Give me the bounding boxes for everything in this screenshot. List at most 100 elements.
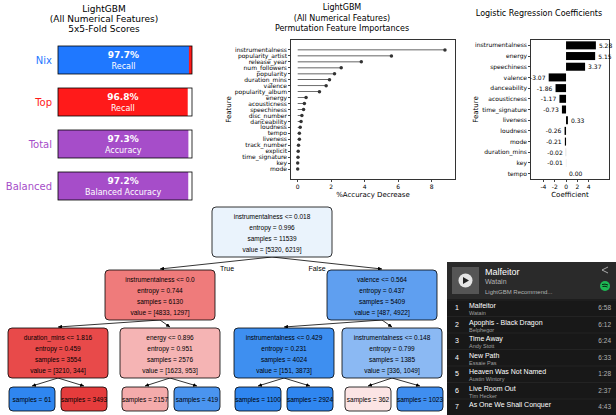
svg-text:0.33: 0.33	[571, 117, 585, 124]
svg-text:explicit: explicit	[265, 147, 287, 155]
svg-text:Live Room Out: Live Room Out	[469, 385, 516, 392]
svg-text:mode: mode	[510, 138, 527, 145]
svg-text:samples = 6130: samples = 6130	[137, 298, 183, 306]
svg-text:energy <= 0.896: energy <= 0.896	[146, 334, 194, 342]
svg-text:LightGBM: LightGBM	[82, 4, 125, 14]
svg-text:5.15: 5.15	[598, 53, 612, 60]
svg-text:4: 4	[363, 183, 367, 190]
svg-text:-0.01: -0.01	[547, 159, 563, 166]
svg-text:8: 8	[430, 183, 434, 190]
svg-text:samples = 3554: samples = 3554	[35, 356, 81, 364]
svg-text:value = [336, 1049]: value = [336, 1049]	[364, 367, 420, 375]
svg-text:0: 0	[296, 183, 300, 190]
svg-text:samples = 2157: samples = 2157	[122, 396, 168, 404]
svg-text:%Accuracy Decrease: %Accuracy Decrease	[336, 191, 410, 199]
svg-text:instrumentalness <= 0.018: instrumentalness <= 0.018	[234, 213, 311, 220]
svg-text:tempo: tempo	[508, 170, 528, 178]
svg-text:Total: Total	[28, 139, 52, 150]
svg-text:-1.17: -1.17	[541, 95, 557, 102]
svg-text:samples = 5409: samples = 5409	[359, 298, 405, 306]
svg-text:5: 5	[455, 370, 459, 377]
svg-text:2: 2	[575, 183, 579, 190]
svg-text:6:33: 6:33	[598, 354, 611, 361]
svg-text:Essaie Pas: Essaie Pas	[469, 360, 497, 366]
svg-text:danceability: danceability	[250, 118, 287, 126]
svg-text:instrumentalness <= 0.148: instrumentalness <= 0.148	[354, 334, 431, 341]
svg-text:Nix: Nix	[36, 55, 52, 66]
svg-text:acousticness: acousticness	[488, 95, 527, 102]
svg-text:num_followers: num_followers	[244, 64, 287, 72]
svg-text:instrumentalness: instrumentalness	[475, 41, 527, 48]
svg-text:3.37: 3.37	[588, 63, 602, 70]
svg-text:3: 3	[455, 337, 459, 344]
svg-text:acousticness: acousticness	[248, 100, 287, 107]
svg-text:samples = 11539: samples = 11539	[247, 235, 297, 243]
svg-text:entropy = 0.951: entropy = 0.951	[147, 345, 193, 353]
svg-text:samples = 2924: samples = 2924	[287, 396, 333, 404]
svg-text:entropy = 0.799: entropy = 0.799	[369, 345, 415, 353]
svg-text:samples = 1385: samples = 1385	[369, 356, 415, 364]
svg-text:popularity_album: popularity_album	[235, 88, 287, 96]
svg-text:disc_number: disc_number	[249, 112, 288, 120]
svg-text:samples = 419: samples = 419	[176, 396, 219, 404]
svg-text:value = [3210, 344]: value = [3210, 344]	[30, 367, 86, 375]
svg-text:Feature: Feature	[225, 96, 233, 122]
svg-text:Feature: Feature	[472, 96, 480, 122]
svg-text:entropy = 0.437: entropy = 0.437	[359, 287, 405, 295]
svg-text:entropy = 0.231: entropy = 0.231	[261, 345, 307, 353]
svg-text:Belphegor: Belphegor	[469, 327, 494, 333]
svg-text:Watain: Watain	[469, 310, 486, 316]
svg-text:instrumentalness <= 0.429: instrumentalness <= 0.429	[246, 334, 323, 341]
svg-text:-2: -2	[552, 183, 558, 190]
svg-text:value = [4833, 1297]: value = [4833, 1297]	[130, 309, 189, 317]
svg-text:2:37: 2:37	[598, 387, 611, 394]
svg-text:track_number: track_number	[245, 141, 287, 149]
svg-text:samples = 362: samples = 362	[347, 396, 390, 404]
svg-text:Recall: Recall	[112, 62, 136, 71]
svg-text:Malfeitor: Malfeitor	[485, 267, 520, 277]
svg-text:samples = 4024: samples = 4024	[261, 356, 307, 364]
svg-text:entropy = 0.459: entropy = 0.459	[35, 345, 81, 353]
svg-text:samples = 2576: samples = 2576	[147, 356, 193, 364]
svg-text:Apophis - Black Dragon: Apophis - Black Dragon	[469, 319, 543, 327]
svg-text:time_signature: time_signature	[482, 106, 527, 114]
svg-text:97.3%: 97.3%	[108, 134, 139, 144]
svg-text:tempo: tempo	[268, 129, 288, 137]
svg-text:As One We Shall Conquer: As One We Shall Conquer	[469, 401, 552, 409]
svg-text:entropy = 0.996: entropy = 0.996	[249, 224, 295, 232]
svg-text:danceability: danceability	[490, 84, 527, 92]
svg-text:6: 6	[396, 183, 400, 190]
svg-text:96.8%: 96.8%	[107, 92, 138, 102]
svg-text:value = [487, 4922]: value = [487, 4922]	[354, 309, 410, 317]
svg-text:5.28: 5.28	[599, 42, 613, 49]
svg-text:6: 6	[455, 387, 459, 394]
svg-text:release_year: release_year	[249, 58, 288, 66]
svg-text:energy: energy	[266, 94, 287, 102]
svg-text:samples = 61: samples = 61	[13, 396, 52, 404]
svg-text:time_signature: time_signature	[242, 153, 287, 161]
svg-text:valence <= 0.564: valence <= 0.564	[357, 276, 407, 283]
svg-text:key: key	[276, 159, 287, 167]
svg-text:(All Numerical Features): (All Numerical Features)	[50, 14, 159, 24]
svg-text:samples = 1023: samples = 1023	[397, 396, 443, 404]
svg-text:True: True	[220, 265, 234, 272]
svg-text:2: 2	[455, 321, 459, 328]
svg-text:value = [151, 3873]: value = [151, 3873]	[256, 367, 312, 375]
svg-text:samples = 3493: samples = 3493	[61, 396, 107, 404]
svg-text:instrumentalness: instrumentalness	[235, 46, 287, 53]
svg-text:7: 7	[455, 403, 459, 410]
svg-text:loudness: loudness	[260, 123, 287, 130]
svg-text:Andy Stott: Andy Stott	[469, 343, 495, 349]
svg-text:speechiness: speechiness	[250, 106, 287, 114]
svg-text:value = [1623, 953]: value = [1623, 953]	[142, 367, 198, 375]
svg-text:4: 4	[455, 354, 459, 361]
svg-text:Coefficient: Coefficient	[551, 191, 589, 199]
svg-text:4: 4	[587, 183, 591, 190]
svg-text:0: 0	[564, 183, 568, 190]
svg-text:LightGBM(All Numerical Feature: LightGBM(All Numerical Features)Permutat…	[275, 3, 409, 33]
svg-text:-3.07: -3.07	[530, 74, 546, 81]
svg-text:-0.02: -0.02	[547, 149, 563, 156]
svg-text:popularity: popularity	[257, 70, 288, 78]
svg-text:Accuracy: Accuracy	[105, 146, 142, 155]
svg-text:valence: valence	[504, 74, 528, 81]
